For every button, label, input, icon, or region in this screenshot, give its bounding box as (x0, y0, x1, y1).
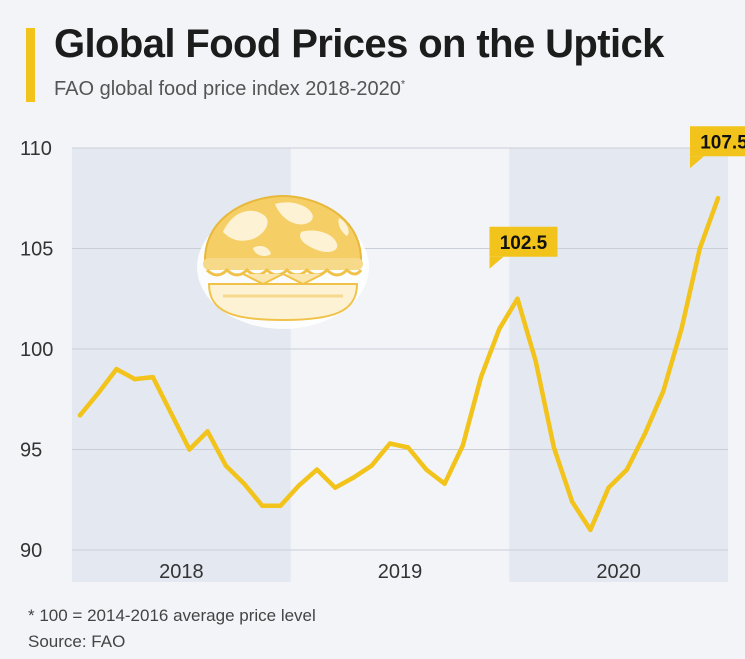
data-point (96, 391, 101, 396)
y-axis-labels: 90 95 100 105 110 (20, 138, 53, 562)
callout-102.5: 102.5 (489, 226, 558, 269)
callout-label: 107.5 (700, 132, 745, 153)
data-point (679, 326, 684, 332)
callout-box (690, 126, 745, 157)
data-point (478, 374, 484, 380)
callout-pointer (489, 256, 504, 269)
data-point (533, 358, 538, 364)
data-point (150, 374, 156, 380)
data-point (569, 499, 575, 504)
y-tick-label: 90 (20, 540, 42, 562)
data-point (333, 485, 338, 490)
y-tick-label: 105 (20, 239, 53, 261)
y-tick-label: 110 (20, 138, 52, 160)
price-index-line (77, 196, 721, 533)
callout-107.5: 107.5 (690, 126, 745, 169)
data-point (661, 389, 666, 394)
data-point (369, 463, 374, 468)
data-point (642, 431, 648, 436)
data-point (405, 445, 411, 450)
x-tick-label: 2018 (159, 561, 204, 583)
x-tick-label: 2019 (378, 561, 423, 583)
source-note: Source: FAO (28, 632, 126, 651)
data-point (624, 467, 630, 472)
y-tick-label: 95 (20, 440, 42, 462)
x-tick-label: 2020 (596, 561, 641, 583)
accent-bar (26, 28, 35, 102)
data-point (387, 441, 393, 446)
data-point (424, 467, 429, 472)
callout-pointer (690, 156, 704, 169)
gridlines (72, 147, 728, 551)
data-point (260, 503, 265, 508)
data-point (241, 481, 247, 486)
data-point (132, 376, 137, 382)
y-tick-label: 100 (20, 339, 53, 361)
data-point (187, 447, 192, 452)
chart-title: Global Food Prices on the Uptick (54, 22, 664, 66)
data-point (351, 475, 356, 480)
data-point (606, 485, 611, 490)
data-point (223, 463, 229, 468)
callout-box (489, 226, 558, 257)
data-point (497, 326, 502, 332)
chart-subtitle: FAO global food price index 2018-2020* (54, 78, 405, 101)
data-point (697, 246, 702, 251)
data-point (460, 443, 465, 448)
data-point (551, 445, 557, 450)
value-callouts: 102.5 107.5 (489, 126, 745, 269)
subtitle-text: FAO global food price index 2018-2020 (54, 78, 401, 100)
data-point (314, 467, 320, 472)
data-point (205, 429, 210, 434)
globe-burger-icon (197, 194, 369, 329)
data-point (588, 527, 593, 533)
year-bands (72, 148, 728, 582)
data-point (715, 196, 721, 201)
data-point (114, 366, 119, 372)
callout-label: 102.5 (500, 233, 548, 254)
data-point (296, 483, 301, 488)
x-axis-labels: 2018 2019 2020 (159, 561, 641, 583)
line-chart: 90 95 100 105 110 2018 2019 2020 102.5 107.5 (20, 126, 745, 583)
data-points (77, 196, 721, 533)
data-point (515, 296, 520, 301)
data-point (168, 411, 174, 416)
data-point (442, 481, 447, 486)
footnote: * 100 = 2014-2016 average price level (28, 606, 316, 625)
data-point (278, 503, 283, 508)
year-band-2020 (509, 148, 728, 582)
data-point (77, 413, 83, 418)
subtitle-footnote-mark: * (400, 78, 406, 91)
